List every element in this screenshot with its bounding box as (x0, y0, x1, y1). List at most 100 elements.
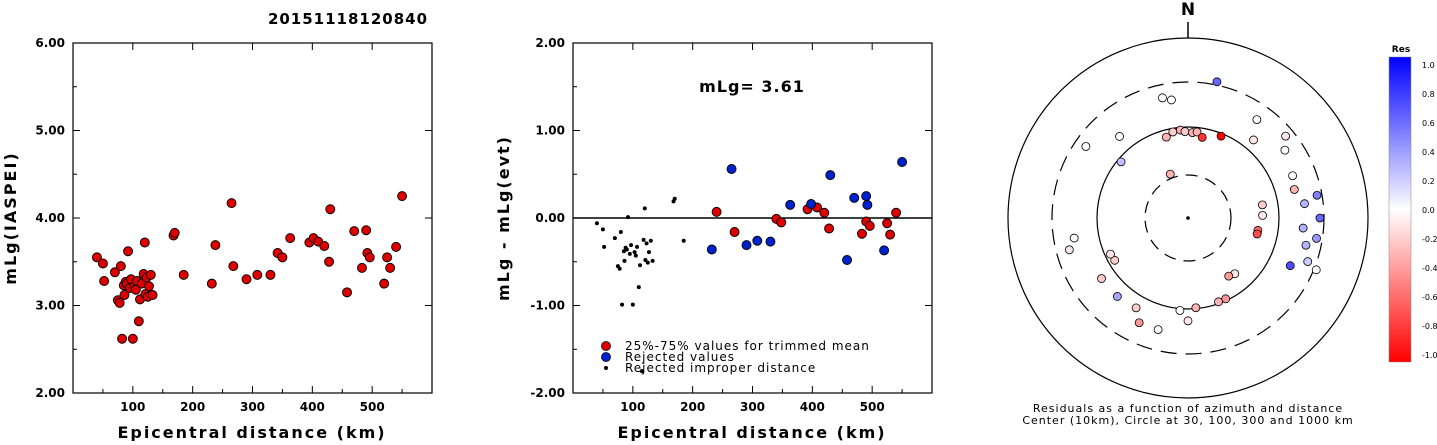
p2-point-improper (636, 285, 641, 290)
polar-point (1301, 240, 1311, 250)
polar-point (1064, 245, 1074, 255)
polar-point (1315, 213, 1325, 223)
p2-point-improper (626, 215, 631, 220)
p2-point-improper (620, 302, 625, 307)
p1-point (397, 191, 408, 202)
p1-xtick-label: 500 (360, 400, 385, 414)
p1-point (99, 276, 110, 286)
polar-point (1252, 115, 1262, 125)
residual-colorbar: Res 1.0 0.8 0.6 0.4 0.2 0.0 -0.2 -0.4 -0.6 -0.8 -1… (1388, 45, 1437, 363)
p2-point-improper (622, 258, 627, 263)
p2-point (861, 191, 872, 202)
p2-point (765, 236, 776, 247)
p1-point (277, 252, 288, 263)
p2-point (891, 207, 902, 218)
p1-point (265, 269, 276, 280)
polar-point (1161, 132, 1171, 142)
polar-point (1300, 199, 1309, 209)
polar-circle-30km (1144, 174, 1232, 262)
polar-point (1281, 131, 1290, 141)
panel1-points (91, 191, 408, 344)
p2-point (726, 164, 737, 174)
panel2-xlabel: Epicentral distance (km) (617, 423, 886, 441)
polar-points (1064, 77, 1325, 335)
polar-point (1252, 229, 1262, 239)
p2-point-improper (643, 258, 648, 262)
p1-point (349, 226, 360, 237)
p2-ytick-label: 1.00 (535, 124, 565, 138)
p1-xtick-label: 300 (240, 400, 265, 414)
p2-point-improper (627, 251, 632, 256)
polar-point (1069, 233, 1079, 243)
p1-point (210, 240, 221, 251)
p2-point (885, 229, 896, 240)
panel2-ticks: 100 200 300 400 500 -2.00 -1.00 0.00 1.00 2.00 (530, 36, 932, 414)
polar-point (1191, 303, 1201, 313)
p2-point-improper (612, 236, 617, 241)
p1-point (109, 267, 120, 278)
p1-ytick-label: 5.00 (35, 124, 65, 138)
p2-point (864, 220, 875, 231)
p2-point (752, 235, 763, 246)
p2-point-improper (639, 369, 644, 374)
colorbar-label: 0.8 (1422, 90, 1435, 99)
legend-marker-improper (604, 366, 608, 370)
p1-point (147, 290, 158, 300)
polar-point (1106, 249, 1115, 259)
polar-point (1216, 131, 1226, 141)
colorbar-label: 0.2 (1422, 177, 1435, 186)
p2-point-improper (602, 244, 607, 249)
p1-ytick-label: 4.00 (35, 211, 65, 225)
p1-point (133, 316, 144, 327)
polar-point (1289, 185, 1299, 194)
polar-point (1312, 190, 1322, 200)
p1-point (123, 246, 133, 257)
p1-point (319, 241, 330, 251)
p1-point (117, 333, 128, 344)
polar-point (1311, 265, 1321, 275)
p2-point (776, 217, 787, 228)
panel1-ticks: 100 200 300 400 500 2.00 3.00 4.00 5.00 6.00 (35, 36, 432, 414)
legend-label-accepted: 25%-75% values for trimmed mean (625, 339, 870, 353)
colorbar-gradient (1388, 56, 1412, 363)
p2-point-improper (642, 206, 647, 211)
panel2-mlg-annotation: mLg= 3.61 (699, 77, 805, 96)
p2-point-improper (646, 250, 651, 255)
p1-point (127, 333, 138, 344)
p1-point (324, 256, 335, 267)
polar-point (1175, 306, 1185, 315)
panel1-frame (72, 42, 433, 394)
p1-point (385, 262, 396, 273)
polar-point (1131, 303, 1141, 313)
polar-point (1214, 297, 1223, 307)
polar-point (1303, 257, 1313, 266)
p2-point (842, 255, 852, 265)
panel1-ylabel: mLg(IASPEI) (1, 151, 20, 284)
polar-point (1224, 271, 1234, 281)
p2-xtick-label: 400 (800, 400, 825, 414)
polar-point (1288, 171, 1298, 181)
p2-point (711, 206, 722, 217)
p2-point (741, 240, 752, 251)
p2-point-improper (600, 227, 605, 232)
p1-point (226, 198, 237, 209)
p1-point (228, 261, 239, 272)
p2-xtick-label: 100 (620, 400, 645, 414)
p2-point-improper (633, 253, 638, 258)
p1-point (114, 297, 125, 308)
p2-point-improper (638, 263, 643, 268)
polar-point (1257, 200, 1267, 210)
panel2-legend: 25%-75% values for trimmed mean Rejected… (601, 339, 870, 375)
p1-point (119, 290, 130, 300)
p2-point-improper (648, 238, 653, 243)
p1-point (169, 227, 180, 238)
colorbar-label: -0.4 (1422, 264, 1437, 273)
polar-point (1285, 261, 1295, 271)
polar-point (1192, 127, 1202, 137)
polar-caption-line2: Center (10km), Circle at 30, 100, 300 an… (1022, 414, 1353, 427)
p1-point (285, 233, 296, 244)
legend-marker-rejected (601, 352, 611, 362)
p2-point-improper (630, 302, 635, 307)
polar-circle-100km (1096, 126, 1280, 310)
